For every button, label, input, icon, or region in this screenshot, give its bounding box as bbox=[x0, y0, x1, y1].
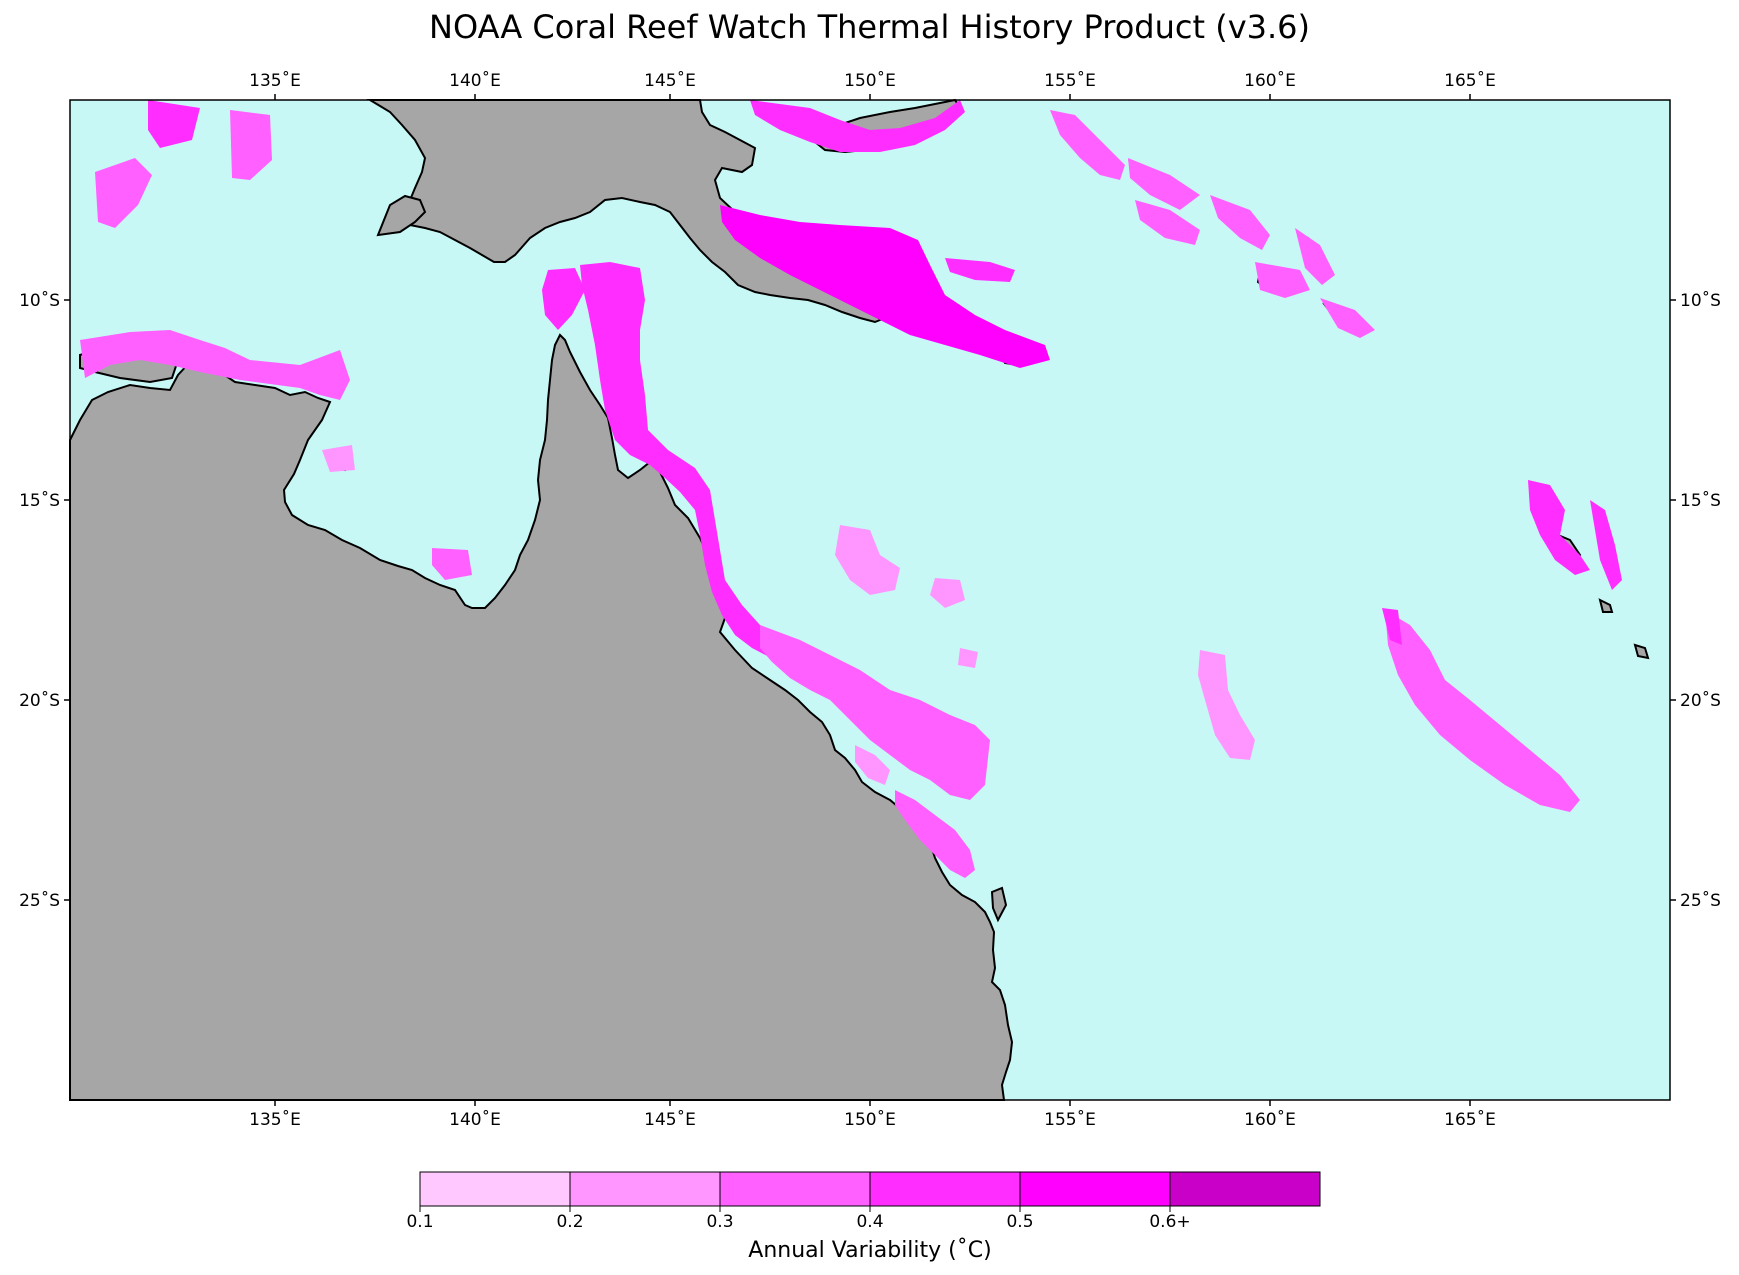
lon-label: 135˚E bbox=[249, 1109, 301, 1130]
reef-variability-region bbox=[322, 445, 355, 472]
colorbar-bin bbox=[1019, 1171, 1171, 1207]
colorbar-bin bbox=[1169, 1171, 1321, 1207]
reef-variability-region bbox=[720, 205, 1050, 368]
reef-variability-region bbox=[148, 100, 200, 148]
lon-tick-marks bbox=[274, 94, 1471, 1106]
reef-variability-region bbox=[1135, 200, 1200, 245]
lat-labels-left: 10˚S 15˚S 20˚S 25˚S bbox=[19, 290, 60, 911]
colorbar-bin bbox=[719, 1171, 871, 1207]
lat-label: 25˚S bbox=[19, 890, 60, 911]
reef-variability-region bbox=[1590, 500, 1622, 590]
reef-variability-region bbox=[895, 790, 975, 878]
lon-label: 165˚E bbox=[1444, 70, 1496, 91]
lon-label: 140˚E bbox=[449, 70, 501, 91]
reef-variability-region bbox=[1198, 650, 1255, 760]
land-vanuatu bbox=[1598, 598, 1614, 613]
colorbar bbox=[419, 1171, 1321, 1212]
reef-variability-region bbox=[750, 100, 965, 152]
land-frederik-hendrik-island bbox=[376, 194, 427, 237]
lon-label: 160˚E bbox=[1244, 70, 1296, 91]
lon-label: 160˚E bbox=[1244, 1109, 1296, 1130]
colorbar-bin bbox=[569, 1171, 721, 1207]
land-vanuatu bbox=[1633, 643, 1650, 660]
reef-variability-region bbox=[835, 525, 900, 595]
lon-labels-bottom: 135˚E 140˚E 145˚E 150˚E 155˚E 160˚E 165˚… bbox=[249, 1109, 1496, 1130]
lon-label: 155˚E bbox=[1044, 1109, 1096, 1130]
reef-variability-region bbox=[1385, 610, 1580, 812]
reef-variability-region bbox=[855, 745, 890, 785]
lat-tick-marks bbox=[64, 299, 1676, 901]
lat-label: 20˚S bbox=[19, 690, 60, 711]
colorbar-tick-label: 0.5 bbox=[1006, 1212, 1034, 1232]
land-australia bbox=[69, 333, 1014, 1101]
reef-variability-region bbox=[230, 110, 272, 180]
lat-label: 15˚S bbox=[19, 490, 60, 511]
colorbar-tick-label: 0.3 bbox=[706, 1212, 734, 1232]
lat-label: 20˚S bbox=[1680, 690, 1721, 711]
colorbar-bin bbox=[419, 1171, 571, 1207]
reef-variability-region bbox=[1128, 158, 1200, 210]
lon-label: 145˚E bbox=[644, 1109, 696, 1130]
reef-variability-region bbox=[1295, 228, 1335, 285]
lon-label: 165˚E bbox=[1444, 1109, 1496, 1130]
colorbar-label: Annual Variability (˚C) bbox=[748, 1238, 992, 1263]
reef-variability-region bbox=[1382, 608, 1402, 645]
lon-label: 150˚E bbox=[844, 70, 896, 91]
reef-variability-region bbox=[580, 262, 820, 665]
reef-variability-region bbox=[1320, 298, 1375, 338]
variability-overlay bbox=[80, 100, 1622, 878]
colorbar-tick-label: 0.6+ bbox=[1149, 1212, 1191, 1232]
colorbar-bin bbox=[869, 1171, 1021, 1207]
lon-label: 150˚E bbox=[844, 1109, 896, 1130]
reef-variability-region bbox=[432, 548, 472, 580]
lon-label: 135˚E bbox=[249, 70, 301, 91]
lon-label: 145˚E bbox=[644, 70, 696, 91]
lon-label: 140˚E bbox=[449, 1109, 501, 1130]
reef-variability-region bbox=[1255, 262, 1310, 298]
reef-variability-region bbox=[945, 258, 1015, 282]
reef-variability-region bbox=[958, 648, 978, 668]
reef-variability-region bbox=[760, 625, 990, 800]
map-title: NOAA Coral Reef Watch Thermal History Pr… bbox=[429, 8, 1310, 46]
reef-variability-region bbox=[930, 578, 965, 608]
reef-variability-region bbox=[80, 330, 350, 400]
colorbar-tick-label: 0.1 bbox=[406, 1212, 434, 1232]
reef-variability-region bbox=[1210, 195, 1270, 250]
lon-labels-top: 135˚E 140˚E 145˚E 150˚E 155˚E 160˚E 165˚… bbox=[249, 70, 1496, 91]
land-fraser-island bbox=[990, 886, 1008, 923]
lat-labels-right: 10˚S 15˚S 20˚S 25˚S bbox=[1680, 290, 1721, 911]
reef-variability-region bbox=[542, 268, 585, 330]
reef-variability-region bbox=[95, 158, 152, 228]
colorbar-tick-label: 0.4 bbox=[856, 1212, 884, 1232]
lat-label: 10˚S bbox=[19, 290, 60, 311]
land-papua-new-guinea bbox=[366, 99, 887, 324]
lon-label: 155˚E bbox=[1044, 70, 1096, 91]
lat-label: 10˚S bbox=[1680, 290, 1721, 311]
reef-variability-region bbox=[1050, 110, 1125, 180]
lat-label: 25˚S bbox=[1680, 890, 1721, 911]
reef-variability-region bbox=[1528, 480, 1590, 575]
colorbar-tick-label: 0.2 bbox=[556, 1212, 584, 1232]
lat-label: 15˚S bbox=[1680, 490, 1721, 511]
